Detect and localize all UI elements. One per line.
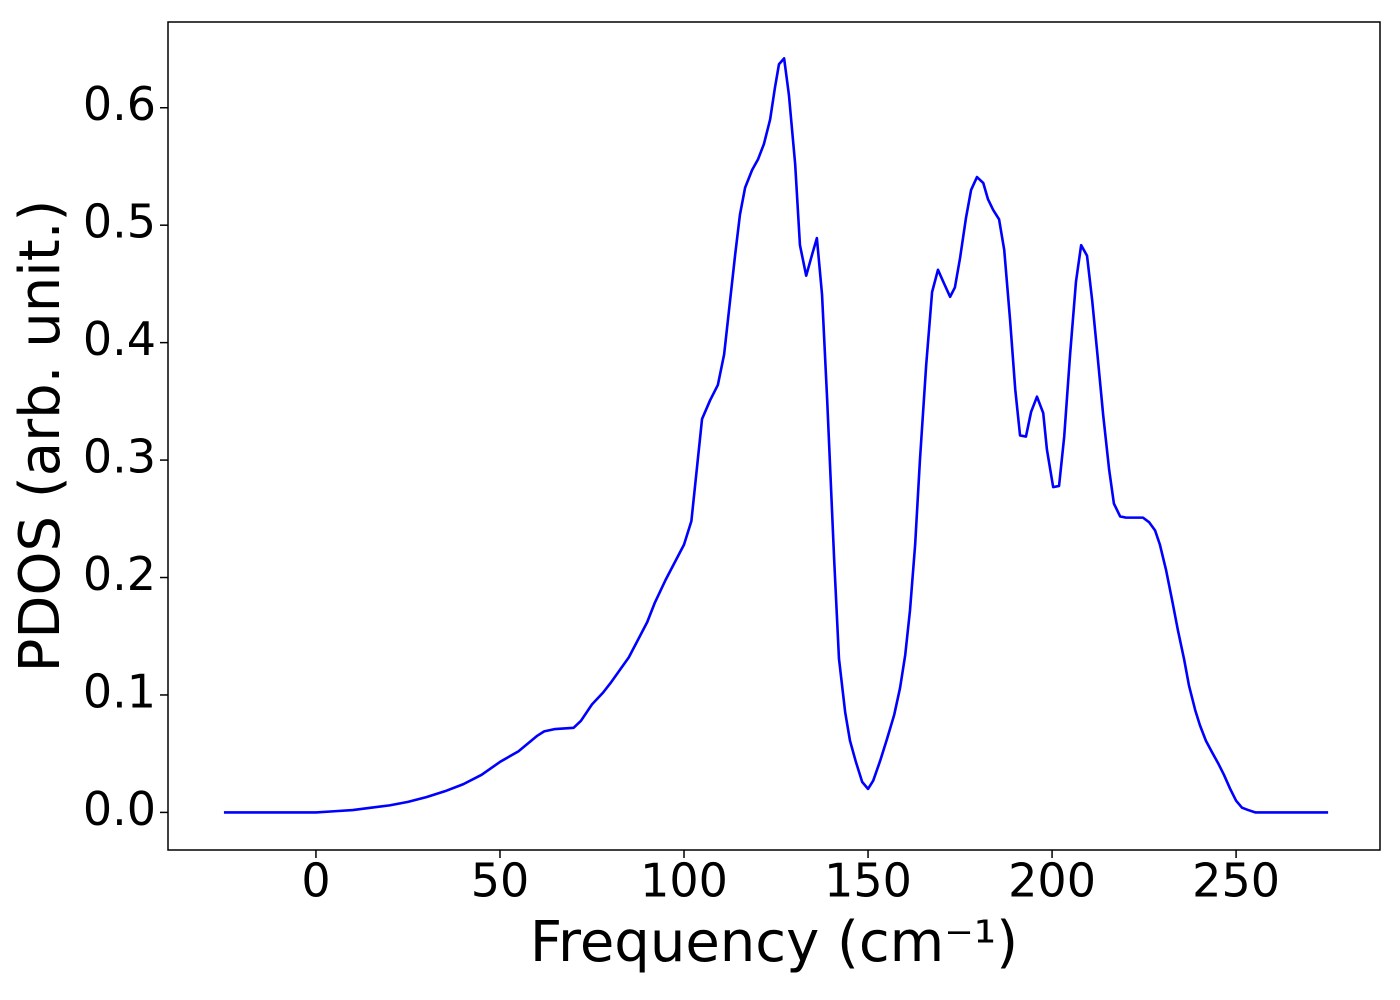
y-tick-label: 0.0 bbox=[83, 782, 156, 836]
y-tick-label: 0.6 bbox=[83, 77, 156, 131]
plot-frame bbox=[167, 21, 1381, 851]
x-tick-label: 100 bbox=[640, 854, 728, 908]
data-line bbox=[223, 57, 1329, 814]
y-tick-label: 0.5 bbox=[83, 195, 156, 249]
y-tick-label: 0.1 bbox=[83, 664, 156, 718]
x-tick-label: 200 bbox=[1008, 854, 1096, 908]
x-tick-label: 50 bbox=[471, 854, 530, 908]
x-tick-label: 0 bbox=[301, 854, 330, 908]
x-tick-label: 150 bbox=[824, 854, 912, 908]
y-tick-label: 0.3 bbox=[83, 430, 156, 484]
x-tick-label: 250 bbox=[1192, 854, 1280, 908]
y-axis-label: PDOS (arb. unit.) bbox=[8, 200, 73, 673]
y-tick-label: 0.2 bbox=[83, 547, 156, 601]
x-axis-label: Frequency (cm⁻¹) bbox=[530, 910, 1018, 975]
y-tick-label: 0.4 bbox=[83, 312, 156, 366]
